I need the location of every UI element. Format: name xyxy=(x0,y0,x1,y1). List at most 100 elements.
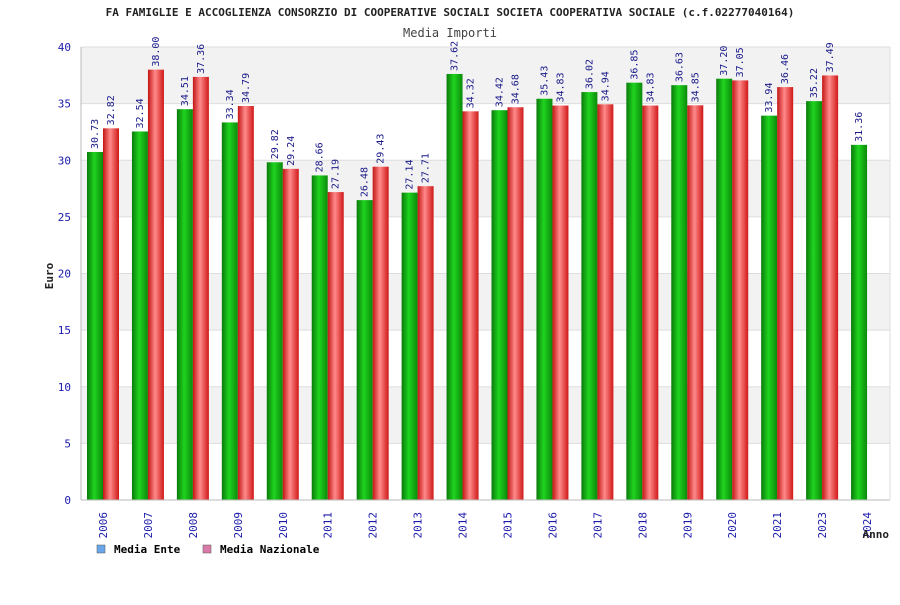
x-tick-label-2018: 2018 xyxy=(636,512,649,539)
bar-media-ente-2016 xyxy=(536,98,553,500)
bar-media-ente-2012 xyxy=(356,200,373,500)
value-label-media-ente-2021: 33.94 xyxy=(764,83,775,113)
legend-swatch-media-ente xyxy=(96,544,106,554)
bar-media-ente-2010 xyxy=(266,162,283,500)
y-tick-label: 35 xyxy=(58,98,71,111)
bar-media-nazionale-2007 xyxy=(147,69,164,501)
value-label-media-ente-2016: 35.43 xyxy=(539,66,550,96)
x-tick-labels: 2006 2007 2008 2009 2010 2011 2012 2013 2014 2015… xyxy=(97,512,874,539)
x-tick-label-2023: 2023 xyxy=(816,512,829,539)
bar-media-nazionale-2006 xyxy=(103,128,119,500)
bar-media-nazionale-2017 xyxy=(597,104,614,500)
y-tick-label: 15 xyxy=(58,324,71,337)
bar-media-nazionale-2011 xyxy=(327,192,344,501)
value-label-media-ente-2015: 34.42 xyxy=(495,77,506,107)
y-tick-label: 5 xyxy=(64,437,71,450)
bar-media-nazionale-2008 xyxy=(192,76,209,500)
x-tick-label-2019: 2019 xyxy=(681,512,694,539)
bar-media-ente-2007 xyxy=(131,131,148,500)
value-label-media-nazionale-2017: 34.94 xyxy=(600,71,611,101)
value-label-media-nazionale-2010: 29.24 xyxy=(286,136,297,166)
bar-media-ente-2024 xyxy=(851,144,868,500)
axes xyxy=(80,47,891,501)
grid-band xyxy=(81,103,890,161)
bar-media-nazionale-2015 xyxy=(507,107,524,501)
chart-subtitle: Media Importi xyxy=(403,26,497,40)
y-tick-labels: 0 5 10 15 20 25 30 35 40 xyxy=(58,41,71,507)
y-tick-label: 0 xyxy=(64,494,71,507)
chart-title: FA FAMIGLIE E ACCOGLIENZA CONSORZIO DI C… xyxy=(106,6,795,19)
value-label-media-nazionale-2009: 34.79 xyxy=(241,73,252,103)
bar-media-ente-2019 xyxy=(671,85,688,500)
bar-media-ente-2013 xyxy=(401,192,418,500)
legend-label-media-nazionale: Media Nazionale xyxy=(220,543,320,556)
y-tick-label: 30 xyxy=(58,154,71,167)
grid-band xyxy=(81,47,890,104)
bar-media-nazionale-2016 xyxy=(552,105,569,501)
bar-media-ente-2008 xyxy=(176,109,193,500)
bar-media-ente-2020 xyxy=(716,78,733,501)
x-tick-label-2012: 2012 xyxy=(367,512,380,539)
grid-band xyxy=(81,273,890,331)
bar-media-ente-2023 xyxy=(806,101,823,501)
legend-label-media-ente: Media Ente xyxy=(114,543,181,556)
x-tick-label-2007: 2007 xyxy=(142,512,155,539)
value-label-media-ente-2024: 31.36 xyxy=(854,112,865,142)
bar-media-ente-2009 xyxy=(221,122,238,500)
x-tick-label-2015: 2015 xyxy=(502,512,515,539)
x-tick-label-2016: 2016 xyxy=(546,512,559,539)
value-label-media-nazionale-2013: 27.71 xyxy=(421,153,432,183)
legend-swatch-media-nazionale xyxy=(202,544,212,554)
bar-media-nazionale-2019 xyxy=(687,105,704,500)
x-tick-label-2021: 2021 xyxy=(771,512,784,539)
value-label-media-ente-2012: 26.48 xyxy=(360,167,371,197)
x-tick-label-2008: 2008 xyxy=(187,512,200,539)
value-label-media-nazionale-2007: 38.00 xyxy=(151,37,162,67)
bar-media-nazionale-2010 xyxy=(282,168,299,500)
bar-media-ente-2021 xyxy=(761,115,778,500)
x-tick-label-2011: 2011 xyxy=(322,512,335,539)
value-label-media-ente-2019: 36.63 xyxy=(674,52,685,82)
x-tick-label-2020: 2020 xyxy=(726,512,739,539)
x-tick-label-2017: 2017 xyxy=(591,512,604,539)
bars xyxy=(87,69,868,501)
value-label-media-ente-2011: 28.66 xyxy=(315,142,326,172)
value-label-media-ente-2017: 36.02 xyxy=(584,59,595,89)
value-label-media-nazionale-2016: 34.83 xyxy=(555,72,566,102)
bar-media-ente-2018 xyxy=(626,82,643,500)
bar-media-nazionale-2023 xyxy=(822,75,839,500)
bar-media-ente-2015 xyxy=(491,110,508,501)
value-label-media-nazionale-2020: 37.05 xyxy=(735,47,746,77)
value-label-media-ente-2023: 35.22 xyxy=(809,68,820,98)
bar-media-nazionale-2009 xyxy=(237,106,254,501)
value-label-media-nazionale-2019: 34.85 xyxy=(690,72,701,102)
value-label-media-nazionale-2014: 34.32 xyxy=(466,78,477,108)
x-tick-label-2010: 2010 xyxy=(277,512,290,539)
value-label-media-nazionale-2023: 37.49 xyxy=(825,42,836,72)
value-label-media-nazionale-2011: 27.19 xyxy=(331,159,342,189)
value-label-media-nazionale-2021: 36.46 xyxy=(780,54,791,84)
value-label-media-ente-2008: 34.51 xyxy=(180,76,191,106)
grid-band xyxy=(81,216,890,274)
value-label-media-nazionale-2015: 34.68 xyxy=(511,74,522,104)
bar-media-nazionale-2012 xyxy=(372,166,389,500)
x-tick-label-2024: 2024 xyxy=(861,512,874,539)
x-tick-label-2009: 2009 xyxy=(232,512,245,539)
x-tick-label-2014: 2014 xyxy=(457,512,470,539)
value-labels: 30.73 32.82 32.54 38.00 34.51 37.36 33.34 34.79… xyxy=(90,37,865,198)
bar-media-nazionale-2014 xyxy=(462,111,479,501)
x-tick-label-2013: 2013 xyxy=(412,512,425,539)
value-label-media-ente-2010: 29.82 xyxy=(270,129,281,159)
bar-media-nazionale-2013 xyxy=(417,186,434,500)
bar-media-ente-2014 xyxy=(446,73,463,501)
x-tick-label-2006: 2006 xyxy=(97,512,110,539)
y-tick-label: 20 xyxy=(58,268,71,281)
grid-band xyxy=(81,330,890,387)
x-axis-label: Anno xyxy=(863,528,890,541)
grid-band xyxy=(81,386,890,444)
grid-band xyxy=(81,443,890,500)
value-label-media-nazionale-2008: 37.36 xyxy=(196,44,207,74)
value-label-media-nazionale-2012: 29.43 xyxy=(376,134,387,164)
